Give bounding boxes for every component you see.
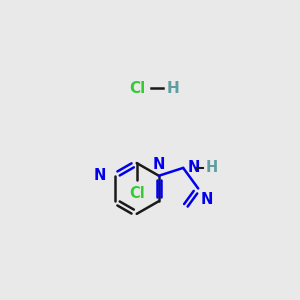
- Text: N: N: [94, 168, 106, 183]
- Text: Cl: Cl: [130, 81, 146, 96]
- Text: N: N: [153, 157, 165, 172]
- Text: H: H: [166, 81, 179, 96]
- Text: H: H: [206, 160, 218, 175]
- Text: N: N: [188, 160, 200, 175]
- Text: N: N: [200, 192, 213, 207]
- Text: Cl: Cl: [129, 186, 145, 201]
